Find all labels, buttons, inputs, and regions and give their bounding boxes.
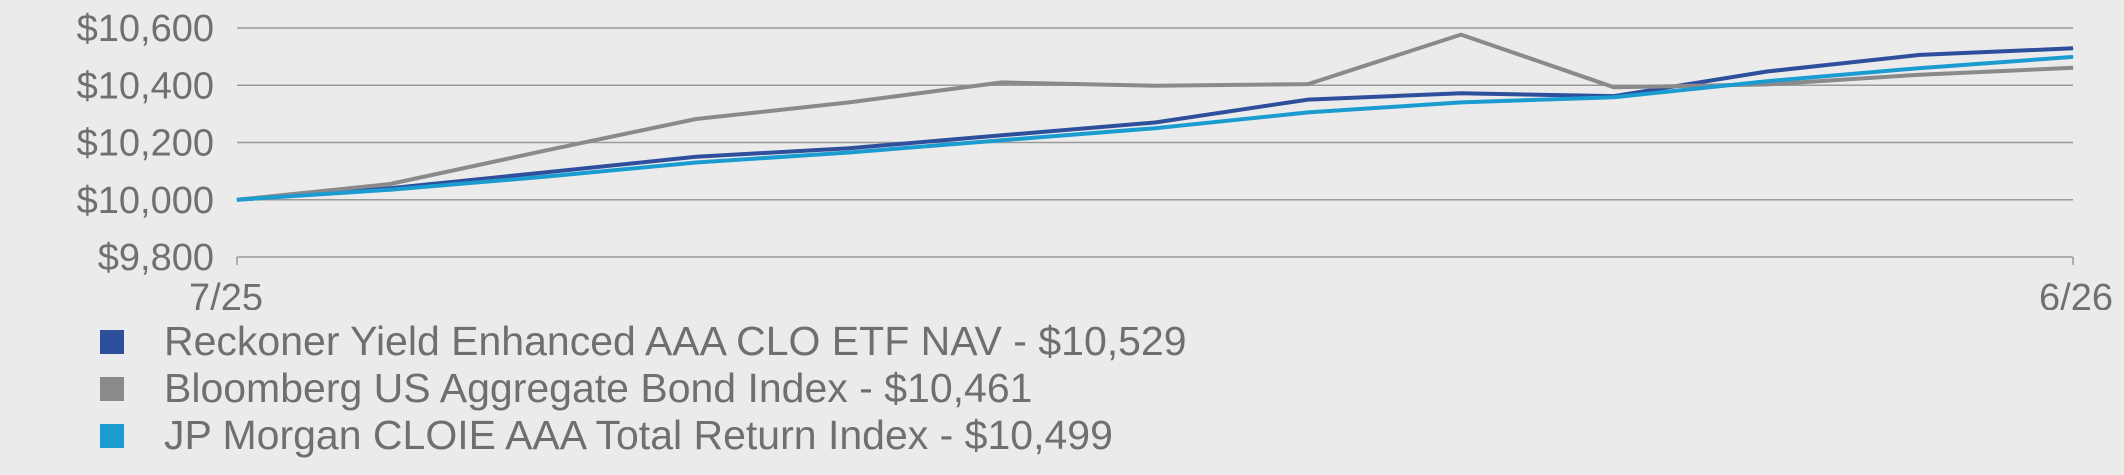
- x-tick-label: 7/25: [189, 277, 263, 310]
- legend-item: Reckoner Yield Enhanced AAA CLO ETF NAV …: [100, 318, 1187, 365]
- y-tick-label: $10,200: [77, 123, 214, 165]
- line-chart: $9,800 $10,000 $10,200 $10,400 $10,600 7/25 6/…: [77, 8, 2113, 310]
- series-point-0: [695, 156, 697, 158]
- legend-swatch: [100, 329, 124, 354]
- y-tick-label: $10,000: [77, 180, 214, 222]
- series-point-2: [1460, 101, 1462, 103]
- series-point-1: [848, 101, 850, 103]
- series-point-1: [1919, 74, 1921, 76]
- series-point-2: [1001, 139, 1003, 141]
- series-point-2: [695, 162, 697, 164]
- y-tick-label: $9,800: [98, 237, 214, 279]
- series-point-1: [2072, 67, 2074, 69]
- legend-item: JP Morgan CLOIE AAA Total Return Index -…: [100, 412, 1187, 459]
- series-point-1: [1613, 86, 1615, 88]
- y-tick-label: $10,600: [77, 8, 214, 50]
- legend-swatch: [100, 376, 124, 401]
- series-point-0: [542, 172, 544, 174]
- series-point-1: [1001, 81, 1003, 83]
- series-point-0: [1001, 134, 1003, 136]
- series-point-0: [1460, 92, 1462, 94]
- series-point-1: [1460, 34, 1462, 36]
- series-point-2: [1154, 127, 1156, 129]
- series-point-0: [2072, 47, 2074, 49]
- series-point-1: [1307, 83, 1309, 85]
- series-point-0: [1154, 121, 1156, 123]
- y-tick-label: $10,400: [77, 65, 214, 107]
- series-point-2: [848, 152, 850, 154]
- series-point-0: [1919, 54, 1921, 56]
- legend-label: JP Morgan CLOIE AAA Total Return Index -…: [164, 412, 1113, 458]
- series-point-2: [236, 199, 238, 201]
- x-tick-label: 6/26: [2039, 277, 2113, 310]
- series-point-2: [2072, 56, 2074, 58]
- series-point-1: [1154, 85, 1156, 87]
- legend-label: Bloomberg US Aggregate Bond Index - $10,…: [164, 365, 1033, 411]
- series-point-1: [1766, 83, 1768, 85]
- legend-label: Reckoner Yield Enhanced AAA CLO ETF NAV …: [164, 318, 1187, 364]
- series-point-2: [389, 189, 391, 191]
- series-point-2: [1766, 80, 1768, 82]
- series-point-0: [1307, 99, 1309, 101]
- series-point-1: [695, 118, 697, 120]
- series-point-0: [848, 147, 850, 149]
- series-point-2: [1307, 111, 1309, 113]
- series-point-2: [542, 176, 544, 178]
- legend: Reckoner Yield Enhanced AAA CLO ETF NAV …: [100, 318, 1187, 459]
- series-point-1: [542, 150, 544, 152]
- series-point-0: [1766, 71, 1768, 73]
- series-point-1: [389, 183, 391, 185]
- series-point-2: [1919, 67, 1921, 69]
- legend-swatch: [100, 423, 124, 448]
- series-line-0: [236, 46, 2074, 202]
- series-point-2: [1613, 96, 1615, 98]
- legend-item: Bloomberg US Aggregate Bond Index - $10,…: [100, 365, 1187, 412]
